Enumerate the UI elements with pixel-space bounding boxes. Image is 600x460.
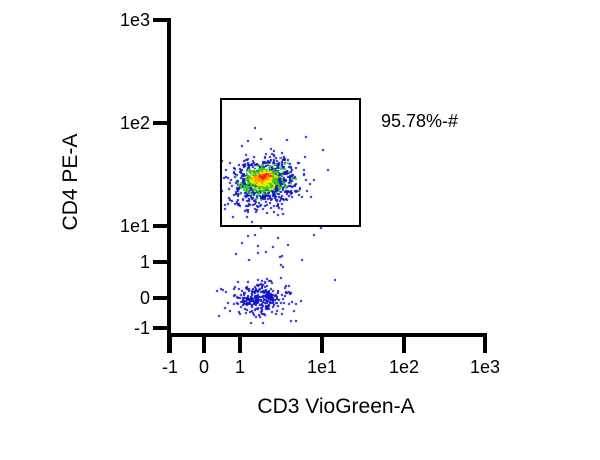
- y-tick-label-1: 1: [139, 252, 150, 272]
- x-tick-label-1: 1: [234, 357, 245, 377]
- y-tick-label--1: -1: [133, 318, 150, 338]
- y-axis-title: CD4 PE-A: [59, 133, 82, 231]
- x-tick-label--1: -1: [161, 357, 178, 377]
- x-tick-label-0: 0: [198, 357, 209, 377]
- y-tick-1: [153, 260, 171, 264]
- y-tick-1e1: [153, 224, 171, 228]
- x-tick-1e3: [483, 333, 487, 353]
- y-tick-label-1e1: 1e1: [119, 216, 150, 236]
- x-tick-label-1e3: 1e3: [469, 357, 501, 377]
- y-tick-1e3: [153, 18, 171, 22]
- x-axis-line: [167, 333, 487, 337]
- x-tick-label-1e2: 1e2: [388, 357, 420, 377]
- x-tick-1e2: [402, 333, 406, 353]
- x-tick-label-1e1: 1e1: [306, 357, 338, 377]
- gate-rectangle[interactable]: [220, 98, 361, 227]
- y-tick-1e2: [153, 121, 171, 125]
- y-axis-line: [167, 18, 171, 353]
- x-tick-1: [238, 333, 242, 353]
- x-tick-0: [202, 333, 206, 353]
- y-tick-label-0: 0: [139, 288, 150, 308]
- x-tick--1: [168, 333, 172, 353]
- y-tick--1: [153, 326, 171, 330]
- gate-statistic-label: 95.78%-#: [381, 111, 459, 131]
- y-tick-label-1e3: 1e3: [119, 10, 150, 30]
- x-tick-1e1: [320, 333, 324, 353]
- y-tick-label-1e2: 1e2: [119, 113, 150, 133]
- y-tick-0: [153, 296, 171, 300]
- x-axis-title: CD3 VioGreen-A: [257, 395, 415, 418]
